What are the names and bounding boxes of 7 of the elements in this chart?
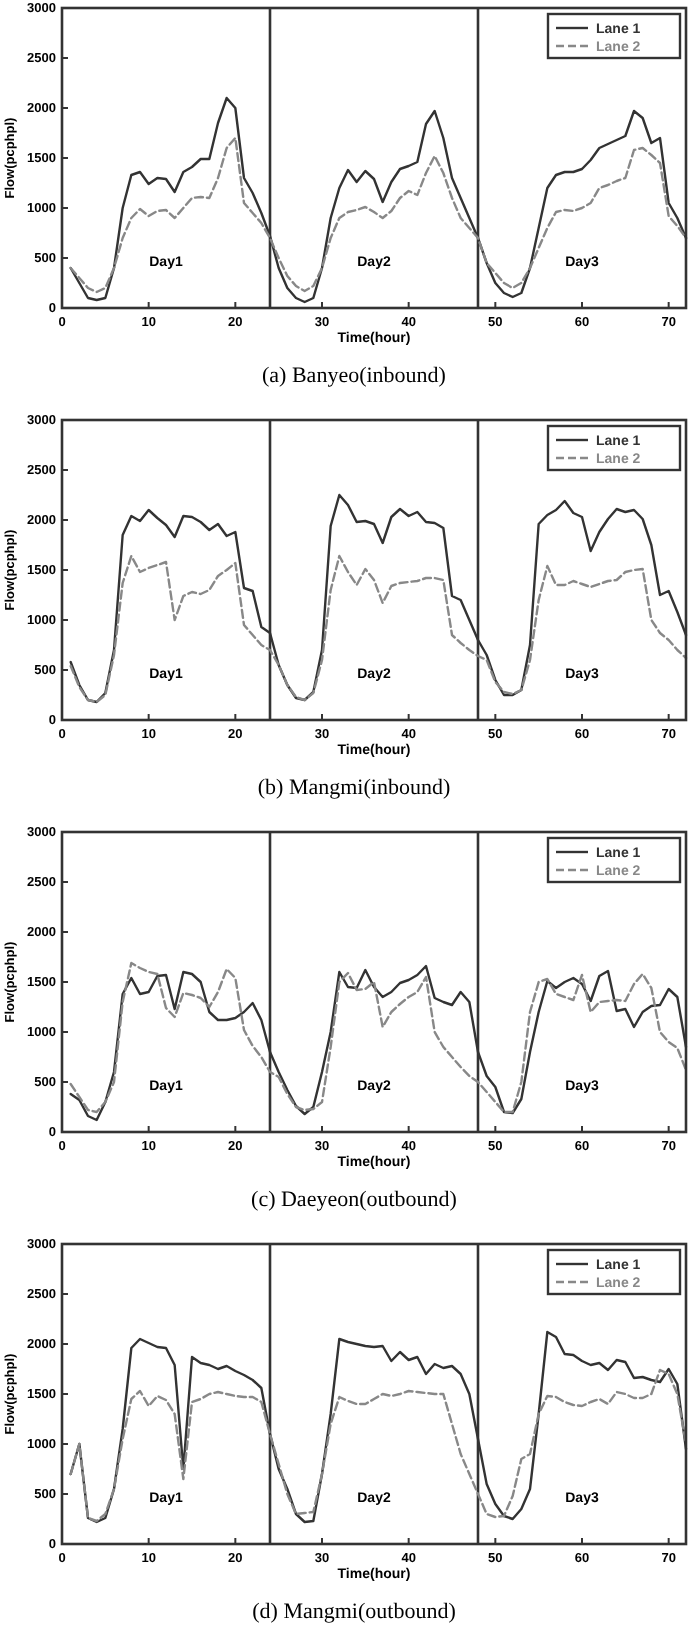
text: (a) Banyeo(inbound) <box>262 364 447 388</box>
line-series <box>69 554 688 704</box>
text: (d) Mangmi(outbound) <box>252 1600 457 1624</box>
line-series <box>69 136 688 294</box>
line-series <box>69 1368 688 1523</box>
text: (b) Mangmi(inbound) <box>257 776 451 800</box>
text: (c) Daeyeon(outbound) <box>251 1188 458 1212</box>
